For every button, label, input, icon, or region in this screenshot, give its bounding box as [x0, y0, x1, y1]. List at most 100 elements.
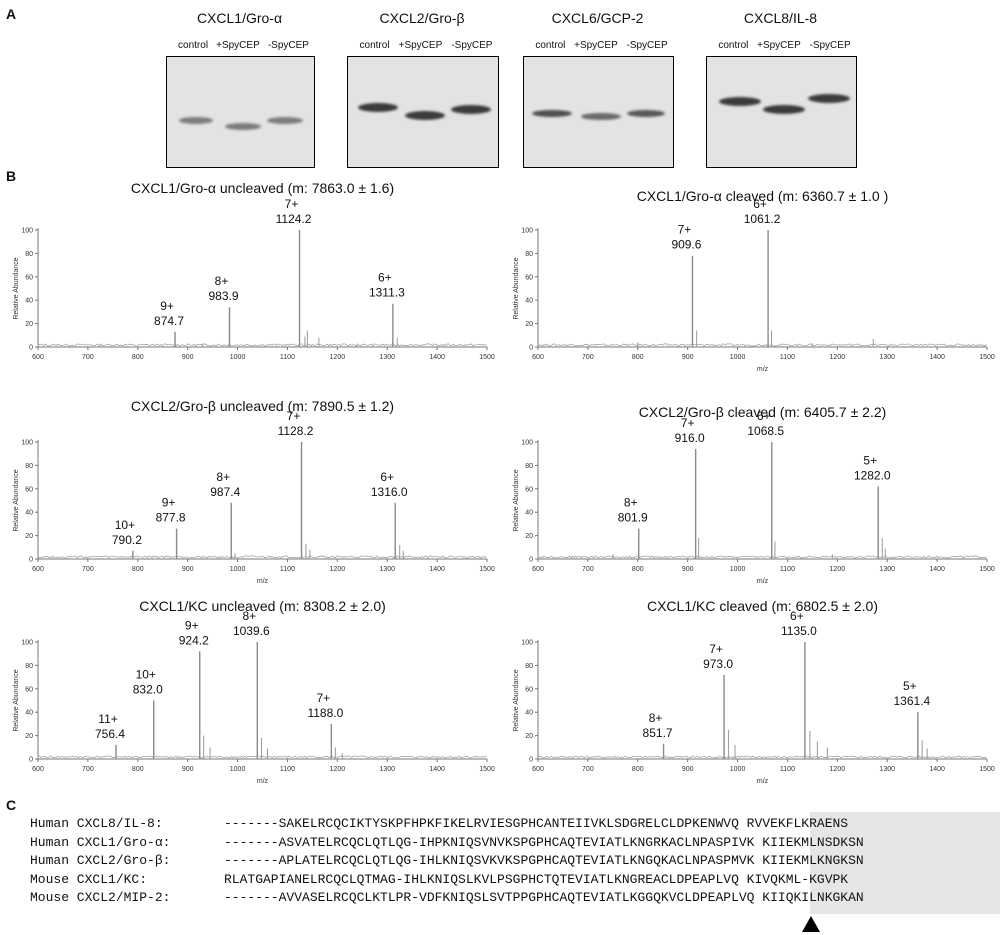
peak-charge-label: 7+: [678, 223, 692, 237]
gel-band: [179, 117, 214, 125]
y-axis-label: Relative Abundance: [13, 257, 20, 319]
baseline-noise: [37, 555, 487, 559]
x-tick-label: 1100: [780, 354, 795, 361]
y-tick-label: 40: [25, 710, 33, 717]
gel-band: [763, 105, 806, 115]
x-tick-label: 700: [582, 766, 594, 773]
peak-charge-label: 6+: [378, 271, 392, 285]
sequence-row: Mouse CXCL2/MIP-2: -------AVVASELRCQCLKTL…: [30, 890, 864, 905]
panel-label-a: A: [6, 6, 17, 22]
cleavage-site-arrow-icon: [802, 916, 820, 932]
sequence-label: Human CXCL8/IL-8:: [30, 816, 163, 831]
y-tick-label: 80: [25, 463, 33, 470]
sequence-row: Human CXCL8/IL-8: -------SAKELRCQCIKTYSKP…: [30, 816, 848, 831]
x-tick-label: 900: [182, 766, 194, 773]
x-tick-label: 800: [632, 566, 644, 573]
lane-label: +SpyCEP: [574, 40, 618, 51]
baseline-noise: [537, 555, 987, 559]
peak-charge-label: 11+: [98, 712, 117, 726]
y-tick-label: 40: [25, 510, 33, 517]
x-tick-label: 1000: [730, 354, 746, 361]
y-tick-label: 0: [29, 757, 33, 764]
gel-image: [523, 56, 674, 168]
lane-labels: control +SpyCEP -SpyCEP: [714, 40, 855, 51]
peak-mz-label: 801.9: [618, 511, 648, 525]
spectrum-title: CXCL1/Gro-α cleaved (m: 6360.7 ± 1.0 ): [636, 188, 889, 204]
y-tick-label: 0: [529, 557, 533, 564]
y-tick-label: 20: [25, 733, 33, 740]
gel-band: [581, 112, 622, 120]
peak-mz-label: 1068.5: [747, 424, 784, 438]
x-tick-label: 1200: [830, 766, 846, 773]
cleavage-region-highlight: [810, 812, 1000, 914]
lane-label: control: [535, 40, 566, 51]
peak-charge-label: 7+: [709, 642, 723, 656]
y-tick-label: 100: [21, 228, 33, 235]
x-tick-label: 1200: [330, 354, 346, 361]
spectrum-title: CXCL2/Gro-β cleaved (m: 6405.7 ± 2.2): [638, 404, 887, 420]
baseline-noise: [537, 343, 987, 347]
peak-mz-label: 832.0: [133, 683, 163, 697]
y-tick-label: 80: [525, 663, 533, 670]
peak-mz-label: 1135.0: [781, 624, 817, 638]
y-tick-label: 0: [29, 345, 33, 352]
lane-label: control: [718, 40, 749, 51]
peak-mz-label: 909.6: [671, 238, 701, 252]
x-tick-label: 600: [532, 354, 544, 361]
baseline-noise: [37, 343, 487, 347]
x-tick-label: 1200: [830, 566, 846, 573]
lane-label: control: [178, 40, 209, 51]
y-tick-label: 60: [525, 686, 533, 693]
x-tick-label: 600: [532, 766, 544, 773]
peak-mz-label: 1282.0: [854, 468, 891, 482]
x-tick-label: 1500: [479, 766, 495, 773]
mass-spectrum-chart: 600 700 800 900 1000 1100 1200 1300 1400 1500 0 20 4…: [13, 409, 495, 585]
x-tick-label: 1200: [330, 766, 346, 773]
gel-title: CXCL2/Gro-β: [379, 10, 465, 26]
x-tick-label: 1100: [280, 566, 295, 573]
x-tick-label: 1100: [280, 354, 295, 361]
sequence-label: Mouse CXCL1/KC:: [30, 871, 148, 887]
sequence-text: -------SAKELRCQCIKTYSKPFHPKFIKELRVIESGPH…: [224, 816, 849, 831]
lane-label: -SpyCEP: [267, 40, 309, 51]
sequence-text: -------AVVASELRCQCLKTLPR-VDFKNIQSLSVTPPG…: [224, 890, 864, 905]
y-tick-label: 60: [525, 486, 533, 493]
lane-label: -SpyCEP: [626, 40, 668, 51]
x-tick-label: 1500: [979, 766, 995, 773]
lane-labels: control +SpyCEP -SpyCEP: [355, 40, 497, 51]
x-tick-label: 1000: [230, 766, 246, 773]
x-tick-label: 1500: [979, 566, 995, 573]
x-axis-label: m/z: [757, 366, 769, 373]
panel-label-b: B: [6, 168, 17, 184]
mass-spectrum-chart: 600 700 800 900 1000 1100 1200 1300 1400 1500 0 20 4…: [513, 409, 995, 585]
y-tick-label: 40: [525, 298, 533, 305]
gel-image: [706, 56, 857, 168]
gel-band: [808, 94, 851, 104]
x-axis-label: m/z: [257, 778, 269, 785]
x-tick-label: 1000: [730, 766, 746, 773]
lane-label: control: [359, 40, 390, 51]
x-tick-label: 700: [82, 566, 94, 573]
mass-spectrum-chart: 600 700 800 900 1000 1100 1200 1300 1400 1500 0 20 4…: [513, 197, 995, 373]
x-tick-label: 1300: [879, 354, 895, 361]
y-axis-label: Relative Abundance: [513, 257, 520, 319]
baseline-noise: [537, 755, 987, 759]
sequence-label: Human CXCL1/Gro-α:: [30, 834, 171, 850]
x-tick-label: 800: [632, 354, 644, 361]
peak-charge-label: 8+: [216, 470, 230, 484]
sequence-label: Human CXCL2/Gro-β:: [30, 853, 171, 868]
x-tick-label: 600: [532, 566, 544, 573]
y-tick-label: 80: [525, 463, 533, 470]
y-tick-label: 40: [25, 298, 33, 305]
x-tick-label: 1300: [379, 766, 395, 773]
peak-charge-label: 5+: [863, 453, 877, 467]
y-tick-label: 100: [521, 440, 533, 447]
peak-mz-label: 874.7: [154, 314, 184, 328]
gel-band: [404, 110, 445, 120]
y-tick-label: 80: [25, 251, 33, 258]
x-tick-label: 900: [682, 766, 694, 773]
y-tick-label: 20: [25, 533, 33, 540]
y-tick-label: 40: [525, 510, 533, 517]
y-axis-label: Relative Abundance: [513, 469, 520, 531]
gel-band: [532, 109, 573, 117]
